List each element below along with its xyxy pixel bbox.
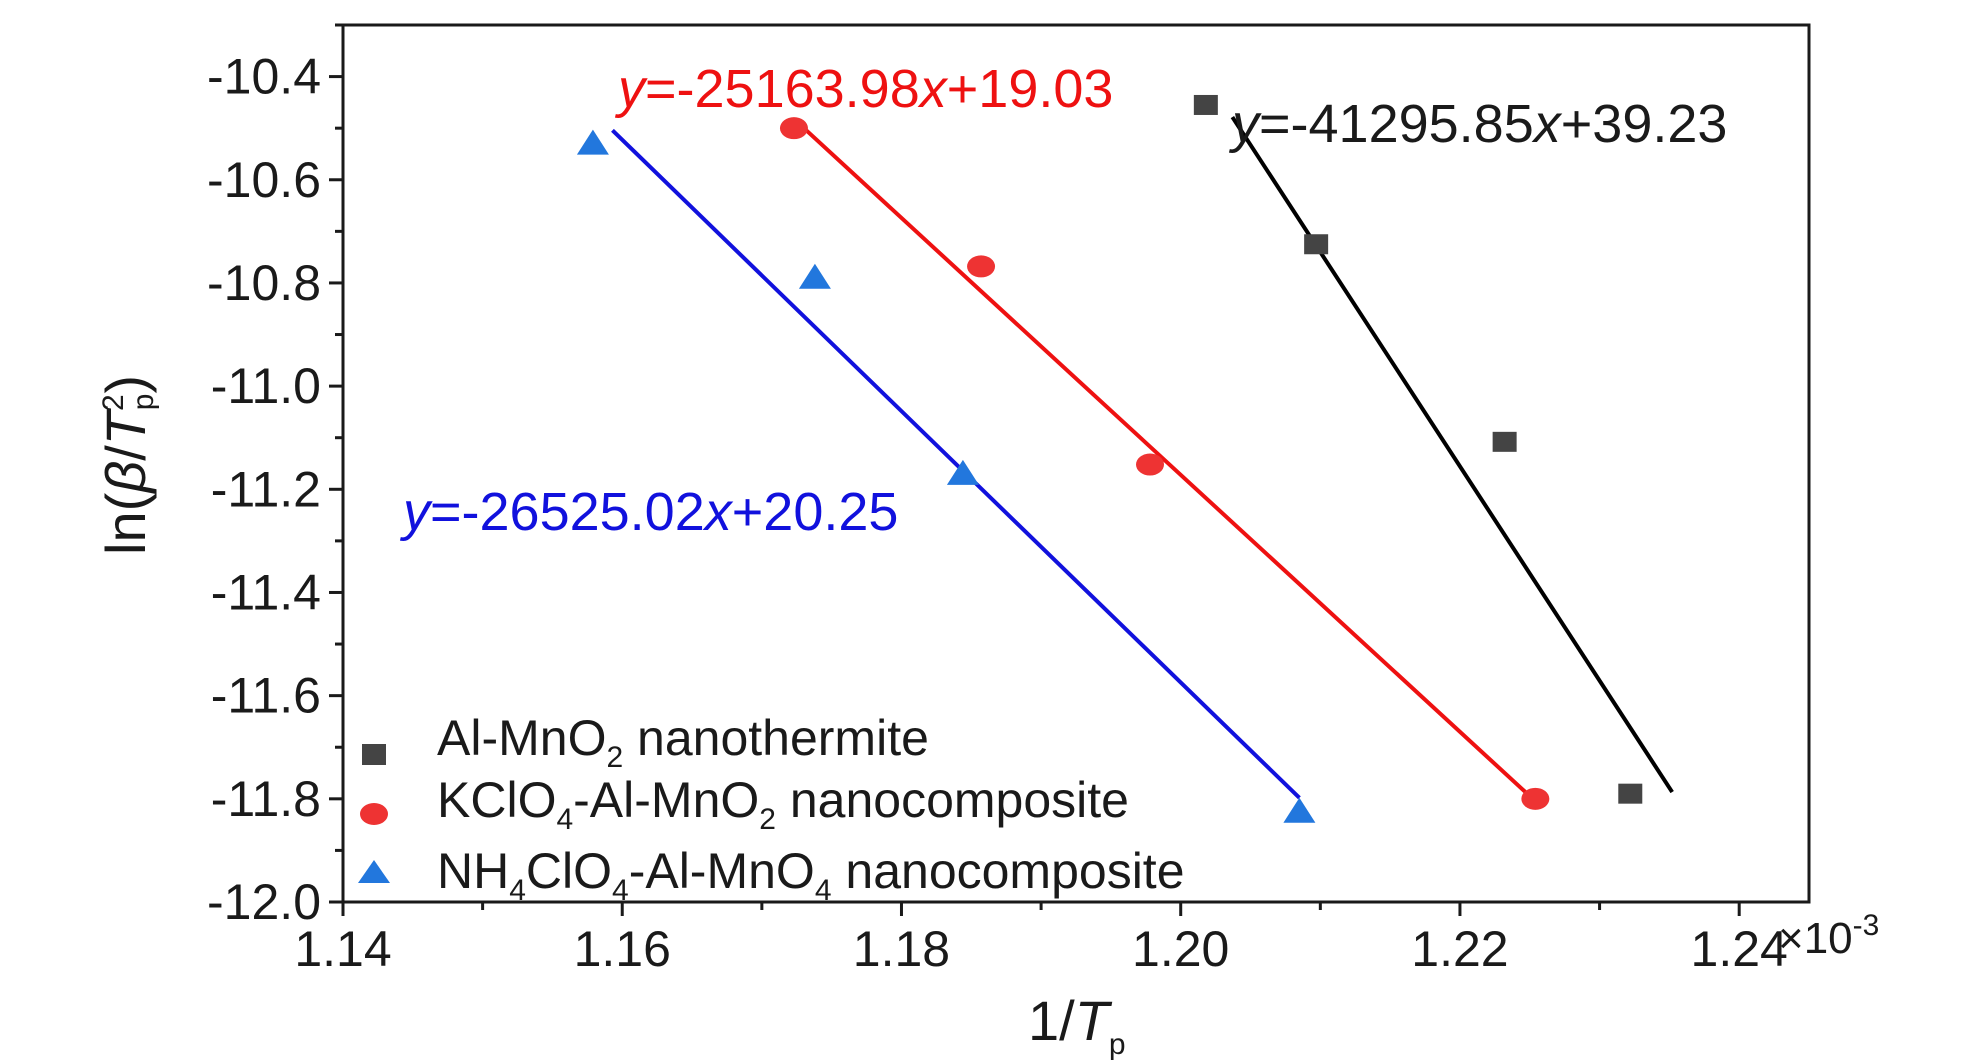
y-tick-label: -11.2 bbox=[211, 461, 321, 517]
y-tick-label: -10.6 bbox=[207, 152, 321, 208]
y-tick-label: -11.8 bbox=[211, 771, 321, 827]
y-axis-title: ln(β/T2p) bbox=[94, 375, 160, 555]
legend-marker-circle bbox=[360, 803, 388, 825]
data-point-triangle bbox=[798, 263, 831, 289]
data-points bbox=[576, 94, 1643, 823]
legend-label-nh4clo4: NH4ClO4-Al-MnO4 nanocomposite bbox=[437, 843, 1185, 907]
x-tick-label: 1.24 bbox=[1691, 921, 1788, 977]
data-point-circle bbox=[1521, 787, 1550, 810]
x-tick-label: 1.14 bbox=[294, 921, 391, 977]
x-tick-label: 1.22 bbox=[1411, 921, 1508, 977]
legend-marker-square bbox=[362, 744, 386, 765]
data-point-square bbox=[1304, 234, 1329, 255]
y-tick-label: -12.0 bbox=[207, 874, 321, 930]
y-tick-label: -11.0 bbox=[211, 358, 321, 414]
legend: Al-MnO2 nanothermite KClO4-Al-MnO2 nanoc… bbox=[358, 710, 1185, 907]
fit-line-series-0 bbox=[1230, 115, 1674, 794]
y-tick-label: -10.4 bbox=[207, 49, 321, 105]
fit-lines bbox=[611, 115, 1674, 803]
data-point-square bbox=[1193, 94, 1218, 115]
legend-label-kclo4: KClO4-Al-MnO2 nanocomposite bbox=[437, 772, 1129, 836]
x-tick-label: 1.20 bbox=[1132, 921, 1229, 977]
data-point-triangle bbox=[1283, 797, 1316, 823]
legend-marker-triangle bbox=[358, 860, 390, 883]
x-axis-title: 1/Tp bbox=[1028, 989, 1126, 1061]
legend-label-al-mno2: Al-MnO2 nanothermite bbox=[437, 710, 929, 774]
data-point-circle bbox=[967, 255, 996, 278]
y-tick-label: -11.4 bbox=[211, 564, 321, 620]
plot-frame bbox=[341, 23, 1811, 904]
equation-blue: y=-26525.02x+20.25 bbox=[399, 482, 898, 542]
x-tick-label: 1.16 bbox=[574, 921, 671, 977]
fit-line-series-2 bbox=[611, 128, 1301, 800]
y-tick-label: -11.6 bbox=[211, 668, 321, 724]
data-point-square bbox=[1618, 783, 1643, 804]
data-point-circle bbox=[1135, 453, 1164, 476]
tick-labels: 1.14 1.16 1.18 1.20 1.22 1.24 -10.4 -10.6 -10.8 -… bbox=[207, 49, 1788, 977]
x-tick-label: 1.18 bbox=[853, 921, 950, 977]
y-tick-label: -10.8 bbox=[207, 255, 321, 311]
data-point-triangle bbox=[576, 129, 609, 155]
data-point-square bbox=[1492, 431, 1517, 452]
equation-red: y=-25163.98x+19.03 bbox=[614, 59, 1113, 119]
x-axis-multiplier: ×10-3 bbox=[1778, 909, 1879, 963]
equation-black: y=-41295.85x+39.23 bbox=[1228, 94, 1727, 154]
data-point-triangle bbox=[946, 459, 979, 485]
data-point-circle bbox=[779, 117, 808, 140]
fit-line-series-1 bbox=[800, 125, 1537, 803]
